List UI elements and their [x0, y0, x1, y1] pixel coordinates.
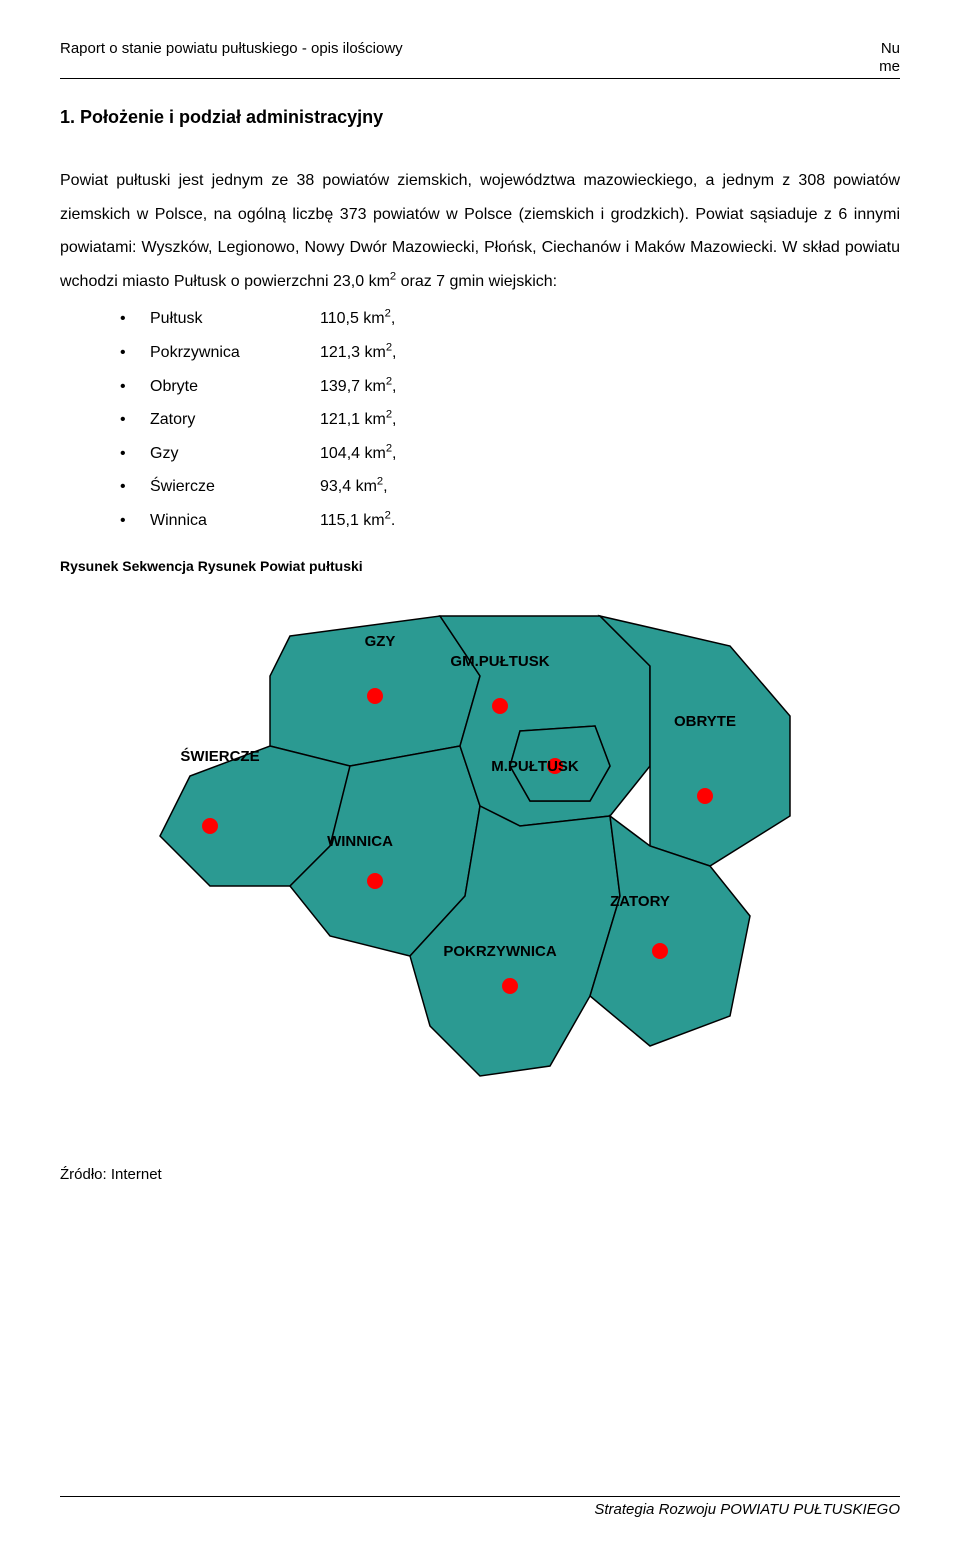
map-label: GM.PUŁTUSK [450, 653, 549, 670]
gmina-item: Gzy104,4 km2, [60, 437, 900, 471]
gmina-item: Pokrzywnica121,3 km2, [60, 336, 900, 370]
page: Raport o stanie powiatu pułtuskiego - op… [0, 0, 960, 1546]
map-dot [652, 943, 668, 959]
gmina-area: 121,1 km2, [320, 403, 900, 437]
section-heading: 1. Położenie i podział administracyjny [60, 107, 900, 128]
gmina-name: Zatory [150, 403, 320, 437]
section-number: 1. [60, 107, 75, 127]
section-title: Położenie i podział administracyjny [80, 107, 383, 127]
gmina-item: Pułtusk110,5 km2, [60, 302, 900, 336]
paragraph-tail: oraz 7 gmin wiejskich: [396, 273, 557, 290]
map-label: POKRZYWNICA [443, 943, 556, 960]
map-label: OBRYTE [674, 713, 736, 730]
gmina-name: Pułtusk [150, 302, 320, 336]
page-header: Raport o stanie powiatu pułtuskiego - op… [60, 40, 900, 79]
map-dot [367, 873, 383, 889]
gmina-item: Świercze93,4 km2, [60, 470, 900, 504]
gmina-name: Winnica [150, 504, 320, 538]
map-dot [697, 788, 713, 804]
map-label: M.PUŁTUSK [491, 758, 579, 775]
gmina-item: Winnica115,1 km2. [60, 504, 900, 538]
map-label: ZATORY [610, 893, 670, 910]
page-footer: Strategia Rozwoju POWIATU PUŁTUSKIEGO [60, 1496, 900, 1518]
map-label: ŚWIERCZE [180, 747, 259, 765]
powiat-map: GZY ŚWIERCZE WINNICA GM.PUŁTUSK M.PUŁTUSK OBR… [150, 586, 810, 1106]
map-dot [202, 818, 218, 834]
gmina-area: 104,4 km2, [320, 437, 900, 471]
gmina-item: Zatory121,1 km2, [60, 403, 900, 437]
gmina-area: 139,7 km2, [320, 370, 900, 404]
map-label: GZY [365, 633, 396, 650]
gmina-area: 110,5 km2, [320, 302, 900, 336]
gmina-name: Obryte [150, 370, 320, 404]
gmina-item: Obryte139,7 km2, [60, 370, 900, 404]
map-dot [367, 688, 383, 704]
header-right-line1: Nu [881, 40, 900, 57]
figure-source: Źródło: Internet [60, 1166, 900, 1183]
header-right: Nu me [879, 40, 900, 76]
gmina-area: 121,3 km2, [320, 336, 900, 370]
map-dot [492, 698, 508, 714]
header-left: Raport o stanie powiatu pułtuskiego - op… [60, 40, 403, 57]
gmina-area: 93,4 km2, [320, 470, 900, 504]
map-container: GZY ŚWIERCZE WINNICA GM.PUŁTUSK M.PUŁTUSK OBR… [60, 586, 900, 1106]
gmina-area: 115,1 km2. [320, 504, 900, 538]
map-dot [502, 978, 518, 994]
gmina-list: Pułtusk110,5 km2,Pokrzywnica121,3 km2,Ob… [60, 302, 900, 537]
gmina-name: Pokrzywnica [150, 336, 320, 370]
figure-caption: Rysunek Sekwencja Rysunek Powiat pułtusk… [60, 558, 900, 574]
gmina-name: Gzy [150, 437, 320, 471]
map-label: WINNICA [327, 833, 393, 850]
header-right-line2: me [879, 58, 900, 75]
body-paragraph: Powiat pułtuski jest jednym ze 38 powiat… [60, 164, 900, 298]
gmina-name: Świercze [150, 470, 320, 504]
